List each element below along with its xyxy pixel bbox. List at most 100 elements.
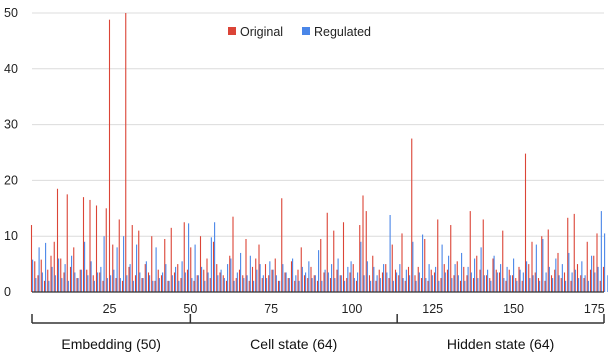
y-tick-label: 20 <box>4 173 18 187</box>
bar-regulated <box>522 272 524 292</box>
x-tick-label: 50 <box>183 302 197 316</box>
bar-regulated <box>152 280 154 292</box>
bar-original <box>443 264 445 292</box>
bar-original <box>43 280 46 292</box>
x-tick-label: 25 <box>103 302 117 316</box>
bar-regulated <box>314 275 316 292</box>
bar-regulated <box>246 275 248 292</box>
bar-original <box>430 269 432 292</box>
bar-original <box>66 194 68 292</box>
bar-original <box>495 269 497 292</box>
bar-original <box>99 272 101 292</box>
bar-regulated <box>45 242 47 292</box>
bar-regulated <box>266 278 268 292</box>
bar-regulated <box>249 255 251 292</box>
bar-regulated <box>318 250 320 292</box>
bar-regulated <box>41 272 43 292</box>
bar-original <box>40 259 42 292</box>
bar-original <box>248 280 250 292</box>
bar-original <box>333 230 335 292</box>
x-axis-ticks: 25 50 75 100 125 150 175 <box>103 302 605 316</box>
bar-regulated <box>587 280 589 292</box>
bar-regulated <box>38 247 40 292</box>
bar-regulated <box>35 278 37 292</box>
bar-regulated <box>204 280 206 292</box>
bar-original <box>440 278 442 292</box>
bar-regulated <box>129 264 131 292</box>
bar-regulated <box>288 278 290 292</box>
bar-regulated <box>561 264 563 292</box>
bar-original <box>346 278 348 292</box>
bar-original <box>95 205 98 292</box>
bar-original <box>53 241 55 292</box>
bar-original <box>151 236 153 292</box>
bar-original <box>433 272 436 292</box>
bar-regulated <box>454 264 456 292</box>
bar-regulated <box>311 278 313 292</box>
bar-regulated <box>545 272 547 292</box>
bar-regulated <box>565 280 567 292</box>
bar-regulated <box>383 264 385 292</box>
bar-regulated <box>581 261 583 292</box>
bar-original <box>599 280 601 292</box>
bar-original <box>349 272 351 292</box>
legend-swatch-original <box>228 27 236 35</box>
bar-regulated <box>308 261 310 292</box>
bar-original <box>212 241 215 292</box>
bar-regulated <box>58 258 60 292</box>
bar-regulated <box>376 275 378 292</box>
bar-original <box>235 278 237 292</box>
bar-original <box>108 19 111 293</box>
bar-original <box>232 216 234 292</box>
bar-regulated <box>279 280 281 292</box>
bar-regulated <box>210 237 212 292</box>
bar-regulated <box>519 269 521 292</box>
bar-original <box>511 275 514 292</box>
bar-original <box>593 255 595 292</box>
bar-original <box>557 252 559 292</box>
bar-original <box>359 225 361 292</box>
bar-original <box>534 272 536 292</box>
bar-regulated <box>132 280 134 292</box>
bar-regulated <box>301 266 303 292</box>
bar-regulated <box>438 280 440 292</box>
bar-original <box>320 238 322 292</box>
bar-regulated <box>360 241 362 292</box>
bar-regulated <box>399 264 401 292</box>
series-original <box>30 13 605 293</box>
bars <box>30 13 608 293</box>
bar-original <box>69 266 72 292</box>
bar-regulated <box>418 272 420 292</box>
x-tick-label: 125 <box>422 302 443 316</box>
bar-original <box>547 229 549 292</box>
bar-original <box>303 275 306 292</box>
bar-regulated <box>337 258 339 292</box>
bar-regulated <box>227 264 229 292</box>
bar-regulated <box>428 264 430 292</box>
bar-original <box>154 280 156 292</box>
bar-regulated <box>136 244 138 292</box>
bar-regulated <box>230 258 232 292</box>
bar-regulated <box>571 272 573 292</box>
bar-original <box>508 269 510 292</box>
legend: Original Regulated <box>228 25 371 39</box>
bar-regulated <box>162 272 164 292</box>
bar-original <box>225 280 228 292</box>
bar-regulated <box>165 264 167 292</box>
bar-regulated <box>54 275 56 292</box>
bar-original <box>492 258 494 292</box>
bar-original <box>453 275 455 292</box>
bar-regulated <box>477 278 479 292</box>
bar-regulated <box>451 278 453 292</box>
bar-original <box>589 269 592 292</box>
bar-regulated <box>535 244 537 292</box>
bar-regulated <box>503 278 505 292</box>
series-regulated <box>32 211 608 292</box>
bar-original <box>339 275 341 292</box>
bar-regulated <box>353 278 355 292</box>
bar-regulated <box>425 278 427 292</box>
bar-regulated <box>448 255 450 292</box>
bar-regulated <box>119 278 121 292</box>
bar-original <box>414 275 416 292</box>
bar-original <box>284 272 286 292</box>
